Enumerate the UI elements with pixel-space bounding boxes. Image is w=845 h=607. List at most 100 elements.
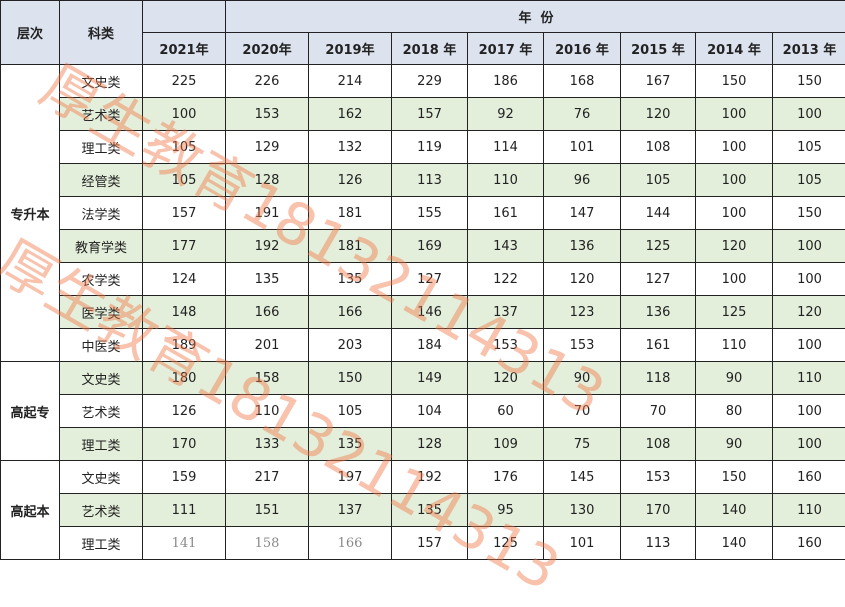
- score-cell: 176: [468, 461, 544, 494]
- score-cell: 100: [696, 164, 773, 197]
- score-cell: 108: [621, 131, 696, 164]
- score-cell: 128: [226, 164, 309, 197]
- score-cell: 105: [143, 131, 226, 164]
- score-cell: 192: [226, 230, 309, 263]
- score-cell: 181: [309, 197, 392, 230]
- score-cell: 100: [773, 428, 845, 461]
- score-cell: 105: [773, 131, 845, 164]
- score-cell: 166: [226, 296, 309, 329]
- score-cell: 147: [544, 197, 621, 230]
- score-cell: 137: [468, 296, 544, 329]
- score-cell: 114: [468, 131, 544, 164]
- score-cell: 148: [143, 296, 226, 329]
- score-cell: 120: [621, 98, 696, 131]
- score-cell: 70: [544, 395, 621, 428]
- score-cell: 100: [773, 329, 845, 362]
- score-cell: 120: [544, 263, 621, 296]
- year-header: 2014 年: [696, 33, 773, 65]
- score-cell: 132: [309, 131, 392, 164]
- score-cell: 180: [143, 362, 226, 395]
- score-cell: 100: [773, 395, 845, 428]
- score-cell: 105: [309, 395, 392, 428]
- score-cell: 177: [143, 230, 226, 263]
- score-cell: 108: [621, 428, 696, 461]
- score-cell: 122: [468, 263, 544, 296]
- score-cell: 150: [696, 65, 773, 98]
- score-cell: 158: [226, 362, 309, 395]
- score-cell: 140: [696, 494, 773, 527]
- score-cell: 153: [226, 98, 309, 131]
- score-cell: 135: [309, 428, 392, 461]
- score-cell: 104: [392, 395, 468, 428]
- score-cell: 130: [544, 494, 621, 527]
- score-cell: 170: [621, 494, 696, 527]
- category-cell: 教育学类: [60, 230, 143, 263]
- level-cell: 专升本: [1, 65, 60, 362]
- score-cell: 123: [544, 296, 621, 329]
- score-cell: 153: [468, 329, 544, 362]
- score-cell: 113: [392, 164, 468, 197]
- score-cell: 136: [544, 230, 621, 263]
- score-cell: 225: [143, 65, 226, 98]
- score-cell: 161: [468, 197, 544, 230]
- category-cell: 文史类: [60, 362, 143, 395]
- score-cell: 128: [392, 428, 468, 461]
- score-cell: 157: [392, 527, 468, 560]
- score-cell: 135: [226, 263, 309, 296]
- score-cell: 158: [226, 527, 309, 560]
- score-cell: 126: [143, 395, 226, 428]
- score-cell: 217: [226, 461, 309, 494]
- score-cell: 100: [773, 230, 845, 263]
- score-cell: 192: [392, 461, 468, 494]
- score-cell: 118: [621, 362, 696, 395]
- category-cell: 文史类: [60, 65, 143, 98]
- score-cell: 92: [468, 98, 544, 131]
- score-cell: 203: [309, 329, 392, 362]
- level-header: 层次: [1, 1, 60, 65]
- year-header: 2020年: [226, 33, 309, 65]
- score-cell: 184: [392, 329, 468, 362]
- score-cell: 90: [696, 362, 773, 395]
- score-cell: 144: [621, 197, 696, 230]
- score-cell: 125: [696, 296, 773, 329]
- score-cell: 120: [696, 230, 773, 263]
- score-cell: 141: [143, 527, 226, 560]
- score-cell: 80: [696, 395, 773, 428]
- score-cell: 150: [309, 362, 392, 395]
- score-cell: 140: [696, 527, 773, 560]
- year-header: 2013 年: [773, 33, 845, 65]
- score-cell: 161: [621, 329, 696, 362]
- score-cell: 105: [143, 164, 226, 197]
- score-cell: 153: [621, 461, 696, 494]
- year-group-header: 年 份: [226, 1, 845, 33]
- score-cell: 96: [544, 164, 621, 197]
- score-cell: 150: [773, 65, 845, 98]
- category-cell: 医学类: [60, 296, 143, 329]
- score-cell: 100: [696, 98, 773, 131]
- header-blank: [143, 1, 226, 33]
- score-cell: 95: [468, 494, 544, 527]
- category-header: 科类: [60, 1, 143, 65]
- score-cell: 135: [309, 263, 392, 296]
- score-cell: 120: [773, 296, 845, 329]
- score-cell: 127: [621, 263, 696, 296]
- score-cell: 100: [773, 263, 845, 296]
- category-cell: 艺术类: [60, 98, 143, 131]
- score-cell: 181: [309, 230, 392, 263]
- score-cell: 110: [226, 395, 309, 428]
- category-cell: 艺术类: [60, 494, 143, 527]
- score-cell: 109: [468, 428, 544, 461]
- score-cell: 105: [773, 164, 845, 197]
- score-cell: 111: [143, 494, 226, 527]
- score-cell: 100: [696, 131, 773, 164]
- year-header: 2019年: [309, 33, 392, 65]
- score-cell: 229: [392, 65, 468, 98]
- level-cell: 高起专: [1, 362, 60, 461]
